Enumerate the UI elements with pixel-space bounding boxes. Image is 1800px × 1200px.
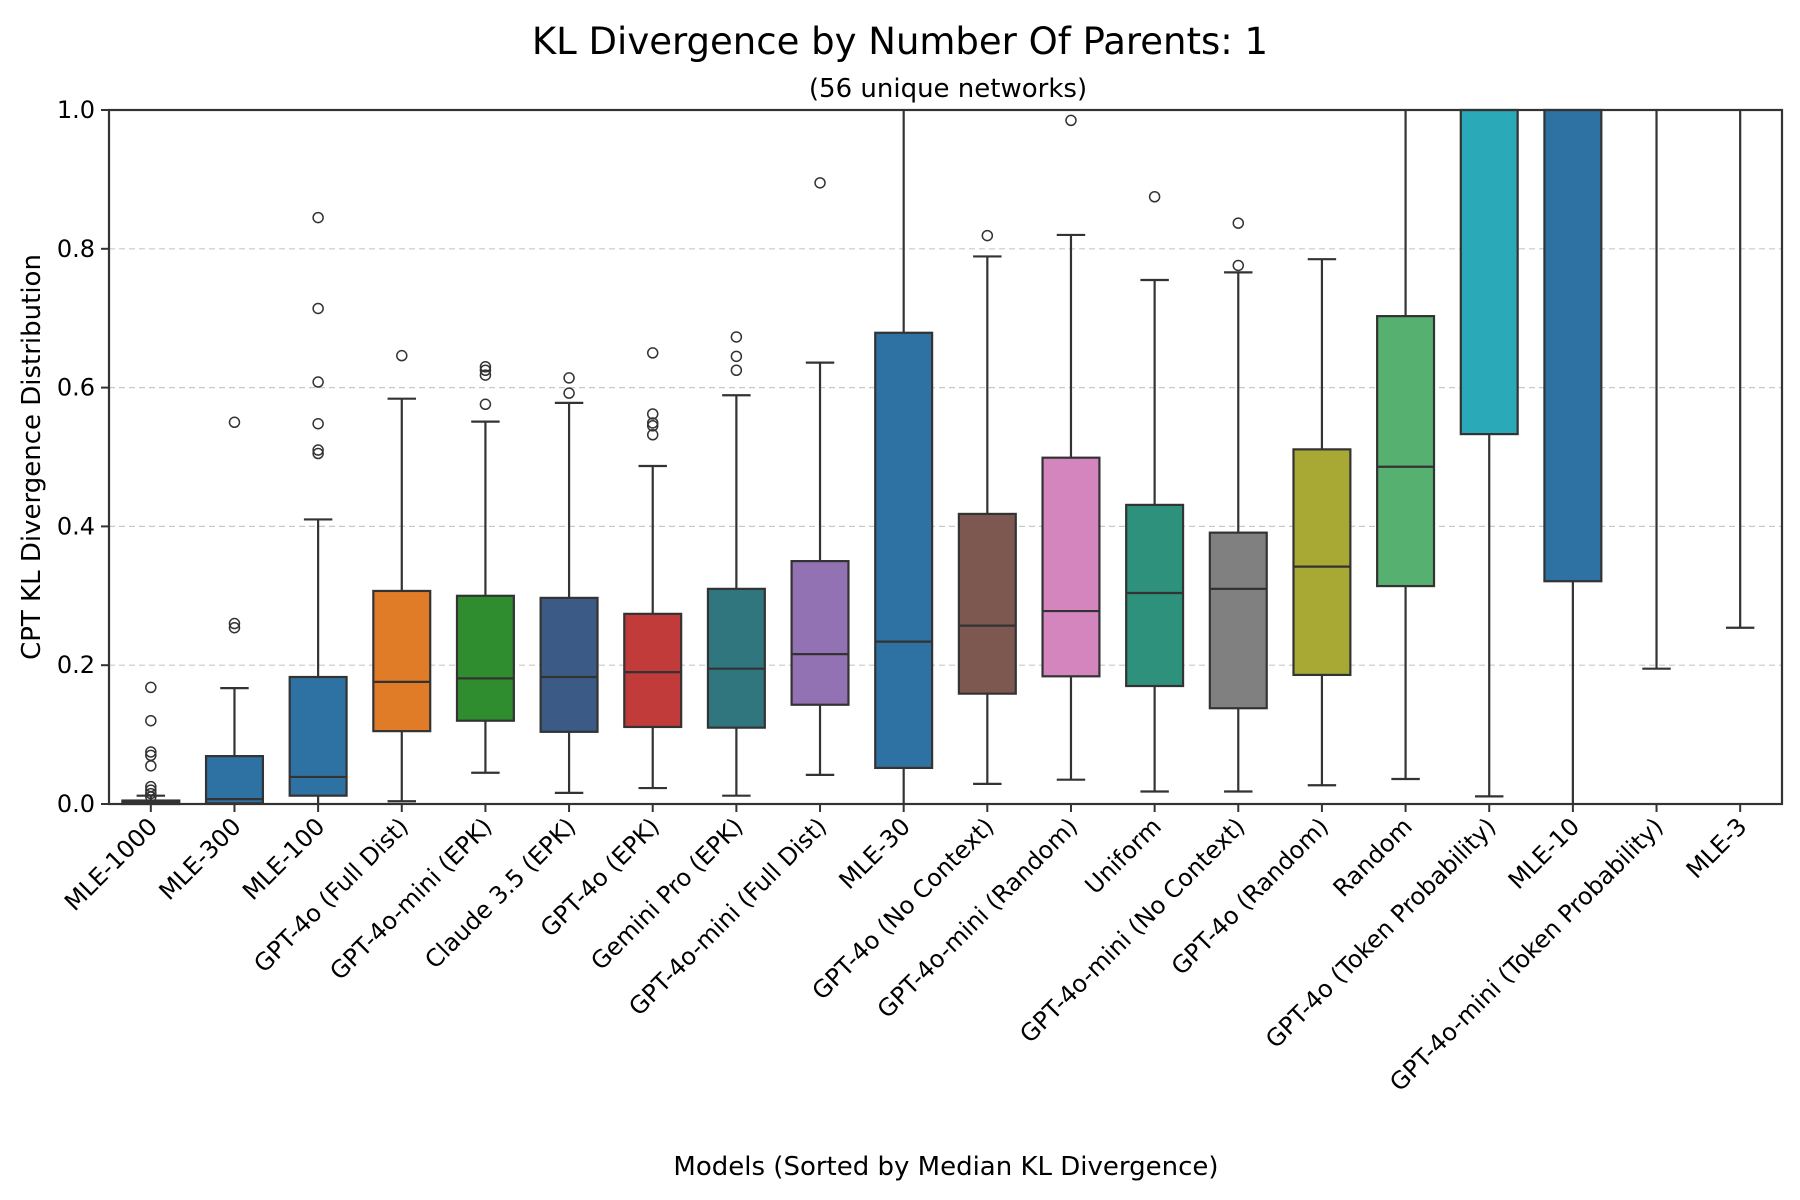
x-tick-label: MLE-300 xyxy=(154,812,247,905)
outlier-point xyxy=(1232,259,1245,272)
outlier-point xyxy=(396,349,408,362)
outlier-point xyxy=(730,331,743,343)
x-tick-label: MLE-30 xyxy=(834,812,916,894)
x-tick-label: MLE-1000 xyxy=(59,812,163,916)
outlier-point xyxy=(145,714,157,727)
box xyxy=(204,755,265,805)
box-group xyxy=(1642,110,1671,670)
box xyxy=(957,512,1017,695)
outlier-point xyxy=(646,408,659,420)
x-tick-label: MLE-10 xyxy=(1503,812,1585,894)
outlier-point xyxy=(646,429,659,441)
chart-subtitle: (56 unique networks) xyxy=(809,74,1087,104)
box-group xyxy=(539,372,599,794)
outlier-point xyxy=(479,361,492,373)
box xyxy=(1041,456,1101,678)
box-group xyxy=(1725,110,1755,629)
box xyxy=(1543,108,1603,583)
chart-title: KL Divergence by Number Of Parents: 1 xyxy=(532,20,1268,63)
outlier-point xyxy=(479,364,492,376)
box-group xyxy=(372,349,432,803)
boxes xyxy=(121,108,1755,806)
box-group xyxy=(121,681,181,806)
box-group xyxy=(1041,114,1101,781)
outlier-point xyxy=(228,617,241,630)
y-tick-label: 0.4 xyxy=(57,512,95,540)
box xyxy=(1125,503,1185,688)
outlier-point xyxy=(145,681,157,694)
outlier-point xyxy=(1148,191,1161,203)
box xyxy=(1292,448,1352,677)
outlier-point xyxy=(145,760,157,772)
box-group xyxy=(1125,191,1185,793)
outlier-point xyxy=(730,350,743,363)
x-tick-label: Uniform xyxy=(1080,812,1167,899)
outlier-point xyxy=(814,177,826,189)
outlier-point xyxy=(145,791,157,803)
box-group xyxy=(288,211,348,804)
outlier-point xyxy=(563,372,575,384)
box xyxy=(1208,531,1268,710)
outlier-point xyxy=(646,420,659,432)
x-tick-label: GPT-4o (Full Dist) xyxy=(248,812,414,978)
x-tick-label: Claude 3.5 (EPK) xyxy=(419,812,581,974)
box-group xyxy=(1292,258,1352,787)
outlier-point xyxy=(646,347,659,359)
outlier-point xyxy=(479,398,492,411)
box-group xyxy=(706,331,766,797)
outlier-point xyxy=(312,444,324,456)
box-group xyxy=(1459,108,1519,798)
box-group xyxy=(790,177,850,776)
box xyxy=(372,589,432,733)
box-group xyxy=(1376,110,1436,781)
x-axis-label: Models (Sorted by Median KL Divergence) xyxy=(673,1152,1218,1182)
y-tick-label: 0.8 xyxy=(57,235,95,263)
x-tick-label: MLE-3 xyxy=(1681,812,1753,884)
box xyxy=(1376,315,1436,588)
outlier-point xyxy=(1065,114,1077,127)
outlier-point xyxy=(145,784,157,796)
outlier-point xyxy=(479,369,492,381)
y-tick-label: 1.0 xyxy=(57,96,95,124)
outlier-point xyxy=(312,447,324,460)
box-group xyxy=(204,416,265,805)
outlier-point xyxy=(312,302,324,315)
box-group xyxy=(957,229,1017,785)
box-group xyxy=(1543,108,1603,804)
y-tick-label: 0.2 xyxy=(57,651,95,679)
box-group xyxy=(623,347,683,790)
x-tick-label: Gemini Pro (EPK) xyxy=(585,812,748,975)
y-tick-label: 0.6 xyxy=(57,374,95,402)
outlier-point xyxy=(563,387,575,399)
outlier-point xyxy=(981,229,994,242)
box xyxy=(539,596,599,733)
box xyxy=(706,587,766,729)
box xyxy=(455,594,515,722)
box-group xyxy=(874,110,934,804)
outlier-point xyxy=(730,364,743,376)
outlier-point xyxy=(312,376,324,388)
x-tick-label: GPT-4o-mini (EPK) xyxy=(324,812,497,985)
x-tick-label: GPT-4o (Random) xyxy=(1166,812,1334,980)
box xyxy=(790,559,850,706)
outlier-point xyxy=(145,787,157,800)
outlier-point xyxy=(228,416,241,429)
box xyxy=(874,331,934,770)
outlier-point xyxy=(312,211,324,224)
y-axis-label: CPT KL Divergence Distribution xyxy=(17,254,47,660)
outlier-point xyxy=(312,417,324,430)
box-group xyxy=(1208,217,1268,793)
outlier-point xyxy=(1232,217,1245,229)
box xyxy=(623,612,683,729)
outlier-point xyxy=(228,621,241,634)
plot-frame xyxy=(107,108,1784,806)
y-tick-label: 0.0 xyxy=(57,790,95,818)
grid-lines xyxy=(109,248,1782,666)
outlier-point xyxy=(145,746,157,758)
box xyxy=(1459,108,1519,436)
y-axis-ticks: 0.0 0.2 0.4 0.6 0.8 1.0 xyxy=(57,96,109,818)
box-group xyxy=(455,361,515,774)
